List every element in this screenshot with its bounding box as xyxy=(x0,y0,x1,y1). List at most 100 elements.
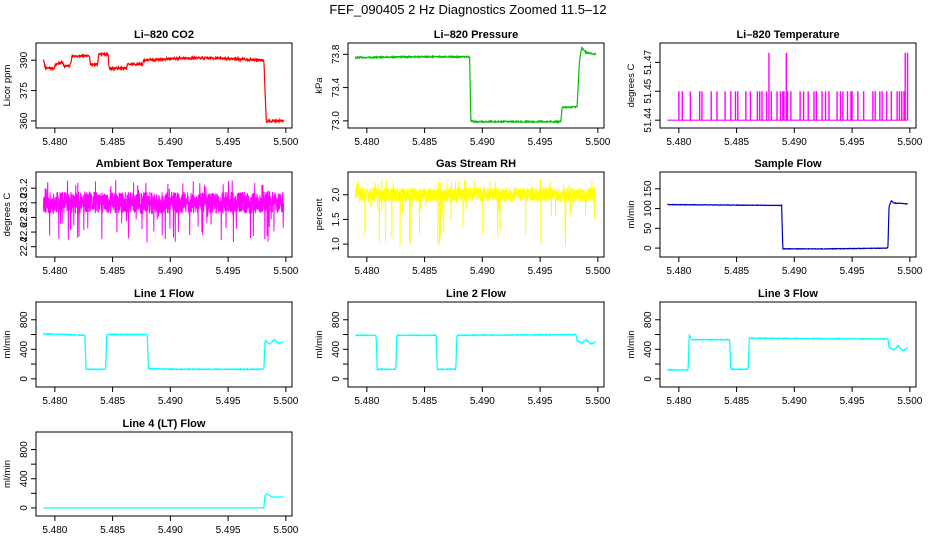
series-line xyxy=(667,334,908,372)
plot-frame xyxy=(35,42,293,129)
x-tick-label: 5.495 xyxy=(216,266,241,277)
panel-title: Line 3 Flow xyxy=(758,288,818,300)
panel-3: Li–820 Temperature 5.480 5.485 5.490 5.495 5.… xyxy=(626,29,923,148)
y-tick-label: 73.0 xyxy=(331,111,342,131)
y-tick-label: 400 xyxy=(331,341,342,358)
y-tick-label: 51.47 xyxy=(643,49,654,74)
x-tick-label: 5.490 xyxy=(782,266,807,277)
x-tick-label: 5.490 xyxy=(158,525,183,536)
plot-frame xyxy=(35,301,293,388)
panel-6: Sample Flow 5.480 5.485 5.490 5.495 5.500 0 50 1… xyxy=(626,158,923,277)
x-tick-label: 5.485 xyxy=(100,525,125,536)
x-tick-label: 5.485 xyxy=(100,266,125,277)
panel-title: Li–820 Pressure xyxy=(434,29,518,41)
y-axis-label: ml/min xyxy=(2,460,13,488)
x-tick-label: 5.500 xyxy=(585,266,610,277)
y-tick-label: 22.8 xyxy=(19,207,30,227)
y-axis-label: ml/min xyxy=(626,331,637,359)
series-line xyxy=(355,333,596,372)
y-tick-label: 360 xyxy=(19,112,30,129)
y-tick-label: 1.0 xyxy=(331,237,342,251)
x-tick-label: 5.485 xyxy=(412,396,437,407)
data-layer xyxy=(43,493,284,509)
panel-4: Ambient Box Temperature 5.480 5.485 5.490 5.… xyxy=(2,158,299,277)
x-tick-label: 5.485 xyxy=(724,266,749,277)
panel-5: Gas Stream RH 5.480 5.485 5.490 5.495 5.500 1.… xyxy=(314,158,611,277)
y-tick-label: 1.5 xyxy=(331,212,342,226)
y-tick-label: 73.4 xyxy=(331,77,342,97)
data-layer xyxy=(43,332,285,371)
plot-frame xyxy=(659,42,917,129)
y-axis-label: ml/min xyxy=(626,201,637,229)
data-layer xyxy=(667,334,908,372)
y-axis-label: Licor ppm xyxy=(2,65,13,107)
x-tick-label: 5.500 xyxy=(897,266,922,277)
y-tick-label: 800 xyxy=(19,441,30,458)
y-tick-label: 0 xyxy=(643,376,654,382)
x-tick-label: 5.490 xyxy=(782,396,807,407)
panel-1: Li–820 CO2 5.480 5.485 5.490 5.495 5.500 360 37… xyxy=(2,29,299,148)
y-tick-label: 23.0 xyxy=(19,193,30,213)
panel-grid: Li–820 CO2 5.480 5.485 5.490 5.495 5.500 360 37… xyxy=(2,29,923,536)
x-tick-label: 5.480 xyxy=(354,396,379,407)
x-tick-label: 5.485 xyxy=(412,137,437,148)
x-tick-label: 5.480 xyxy=(354,266,379,277)
panel-title: Li–820 Temperature xyxy=(736,29,839,41)
panel-8: Line 2 Flow 5.480 5.485 5.490 5.495 5.500 0 400… xyxy=(314,288,611,407)
series-line xyxy=(42,51,285,125)
y-axis-label: percent xyxy=(314,198,325,230)
panel-title: Gas Stream RH xyxy=(436,158,516,170)
y-tick-label: 0 xyxy=(331,376,342,382)
x-tick-label: 5.480 xyxy=(666,266,691,277)
y-axis-label: degrees C xyxy=(2,192,13,236)
y-tick-label: 73.8 xyxy=(331,44,342,64)
x-tick-label: 5.500 xyxy=(273,266,298,277)
data-layer xyxy=(42,179,285,243)
x-tick-label: 5.495 xyxy=(528,137,553,148)
data-layer xyxy=(354,179,597,247)
y-tick-label: 150 xyxy=(643,180,654,197)
x-tick-label: 5.495 xyxy=(216,525,241,536)
series-line xyxy=(666,200,908,250)
x-tick-label: 5.500 xyxy=(897,396,922,407)
y-tick-label: 0 xyxy=(19,505,30,511)
x-tick-label: 5.500 xyxy=(585,396,610,407)
data-layer xyxy=(667,52,909,121)
y-tick-label: 100 xyxy=(643,200,654,217)
x-tick-label: 5.485 xyxy=(100,396,125,407)
plot-frame xyxy=(659,171,917,258)
x-tick-label: 5.500 xyxy=(585,137,610,148)
panel-7: Line 1 Flow 5.480 5.485 5.490 5.495 5.500 0 400… xyxy=(2,288,299,407)
panel-10: Line 4 (LT) Flow 5.480 5.485 5.490 5.495 5.50… xyxy=(2,418,299,536)
plot-frame xyxy=(659,301,917,388)
series-line xyxy=(43,493,284,509)
y-tick-label: 800 xyxy=(331,311,342,328)
plot-frame xyxy=(347,171,605,258)
x-tick-label: 5.480 xyxy=(666,396,691,407)
y-tick-label: 400 xyxy=(19,470,30,487)
x-tick-label: 5.500 xyxy=(273,137,298,148)
panel-title: Sample Flow xyxy=(754,158,822,170)
y-tick-label: 23.2 xyxy=(19,178,30,198)
y-tick-label: 800 xyxy=(19,311,30,328)
y-tick-label: 51.45 xyxy=(643,78,654,103)
plot-frame xyxy=(347,42,605,129)
y-axis-label: kPa xyxy=(314,77,325,94)
x-tick-label: 5.490 xyxy=(158,137,183,148)
x-tick-label: 5.490 xyxy=(470,266,495,277)
panel-2: Li–820 Pressure 5.480 5.485 5.490 5.495 5.500… xyxy=(314,29,611,148)
x-tick-label: 5.495 xyxy=(528,396,553,407)
x-tick-label: 5.495 xyxy=(216,396,241,407)
data-layer xyxy=(666,200,908,250)
x-tick-label: 5.490 xyxy=(782,137,807,148)
x-tick-label: 5.500 xyxy=(273,396,298,407)
panel-title: Line 1 Flow xyxy=(134,288,194,300)
y-tick-label: 0 xyxy=(643,245,654,251)
y-tick-label: 51.44 xyxy=(643,107,654,132)
y-tick-label: 400 xyxy=(643,341,654,358)
plot-frame xyxy=(35,431,293,517)
y-tick-label: 0 xyxy=(19,376,30,382)
data-layer xyxy=(354,45,597,125)
x-tick-label: 5.490 xyxy=(470,137,495,148)
